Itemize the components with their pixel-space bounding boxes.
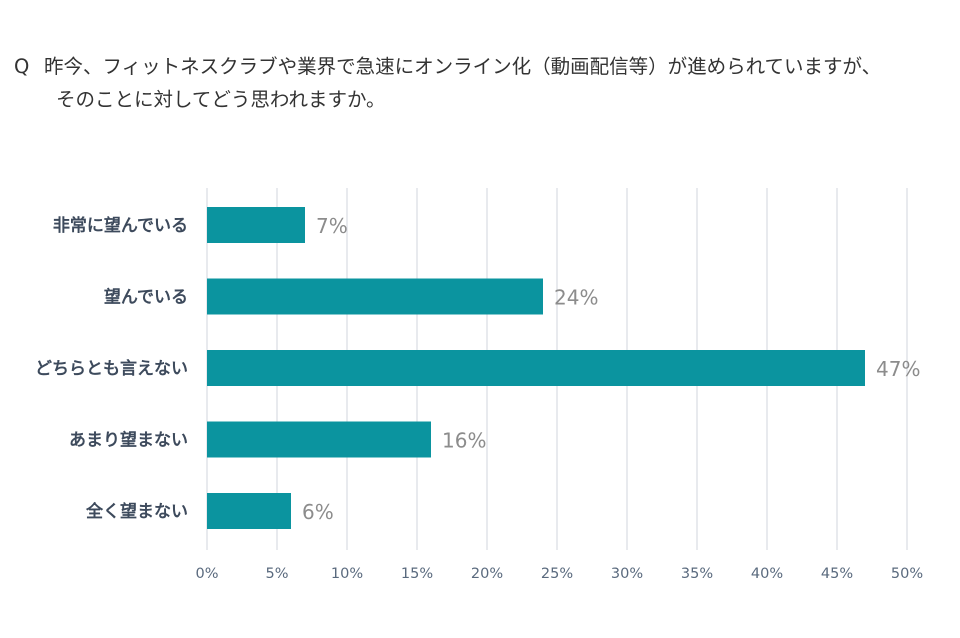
x-tick-label: 45% <box>821 566 853 582</box>
value-labels: 7% 24% 47% 16% 6% <box>302 214 920 524</box>
category-label: 非常に望んでいる <box>53 215 188 236</box>
x-tick-label: 25% <box>541 566 573 582</box>
category-label: 望んでいる <box>104 287 188 308</box>
data-label: 24% <box>554 286 598 310</box>
bar <box>207 421 431 458</box>
x-tick-label: 15% <box>401 566 433 582</box>
bars <box>207 207 865 529</box>
category-label: あまり望まない <box>69 430 188 451</box>
category-label: どちらとも言えない <box>35 358 188 379</box>
bar <box>207 493 291 529</box>
data-label: 7% <box>316 214 348 238</box>
question-mark: Q <box>14 55 30 78</box>
x-tick-label: 40% <box>751 566 783 582</box>
bar <box>207 207 305 243</box>
question-text: Q 昨今、フィットネスクラブや業界で急速にオンライン化（動画配信等）が進められて… <box>14 50 881 116</box>
category-label: 全く望まない <box>85 501 188 522</box>
x-axis-tick-labels: 0% 5% 10% 15% 20% 25% 30% 35% 40% 45% 50% <box>195 566 923 582</box>
data-label: 16% <box>442 429 486 453</box>
x-tick-label: 5% <box>265 566 288 582</box>
x-tick-label: 0% <box>195 566 218 582</box>
bar <box>207 278 543 315</box>
data-label: 6% <box>302 500 334 524</box>
data-label: 47% <box>876 357 920 381</box>
x-tick-label: 10% <box>331 566 363 582</box>
x-tick-label: 20% <box>471 566 503 582</box>
question-line-1: 昨今、フィットネスクラブや業界で急速にオンライン化（動画配信等）が進められていま… <box>44 55 882 78</box>
question-line-2: そのことに対してどう思われますか。 <box>56 88 386 111</box>
bar <box>207 350 865 386</box>
x-tick-label: 35% <box>681 566 713 582</box>
x-tick-label: 50% <box>891 566 923 582</box>
x-tick-label: 30% <box>611 566 643 582</box>
